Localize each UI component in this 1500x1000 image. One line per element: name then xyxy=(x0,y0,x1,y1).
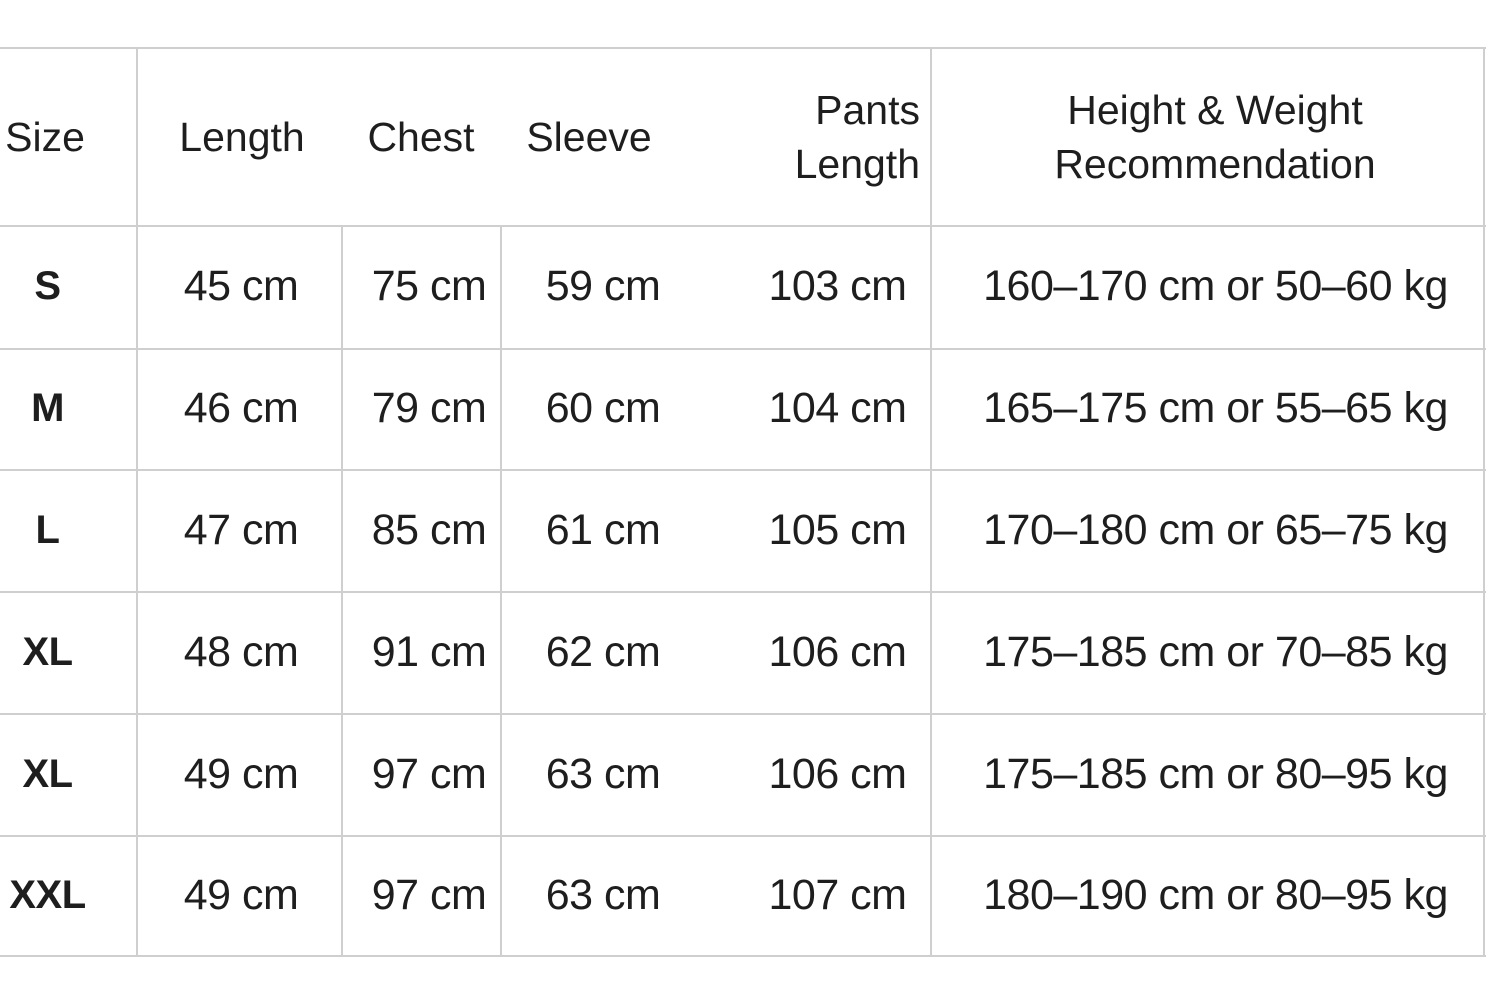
header-size: Size xyxy=(5,113,85,160)
cell-chest: 97 cm xyxy=(371,749,487,798)
cell-chest: 79 cm xyxy=(371,384,487,432)
cell-size: L xyxy=(35,507,60,552)
cell-size: S xyxy=(34,264,61,308)
header-pants-length: Pants Length xyxy=(794,86,920,187)
cell-recommendation: 165–175 cm or 55–65 kg xyxy=(983,384,1448,432)
cell-sleeve: 62 cm xyxy=(545,627,661,676)
cell-recommendation: 180–190 cm or 80–95 kg xyxy=(983,870,1448,919)
table-border-line xyxy=(0,955,1486,957)
column-divider xyxy=(500,225,502,956)
column-divider xyxy=(1483,48,1485,956)
cell-pants-length: 104 cm xyxy=(768,384,907,432)
cell-pants-length: 106 cm xyxy=(768,749,907,798)
cell-pants-length: 105 cm xyxy=(768,505,907,554)
cell-recommendation: 175–185 cm or 80–95 kg xyxy=(983,749,1448,798)
cell-length: 46 cm xyxy=(183,384,299,432)
table-border-line xyxy=(0,225,1486,227)
cell-size: XL xyxy=(22,751,73,796)
column-divider xyxy=(136,48,138,956)
cell-sleeve: 59 cm xyxy=(545,262,661,310)
cell-length: 47 cm xyxy=(183,505,299,554)
cell-size: M xyxy=(31,386,64,430)
cell-sleeve: 60 cm xyxy=(545,384,661,432)
table-border-line xyxy=(0,835,1486,837)
table-border-line xyxy=(0,469,1486,471)
cell-length: 49 cm xyxy=(183,749,299,798)
cell-length: 48 cm xyxy=(183,627,299,676)
cell-sleeve: 63 cm xyxy=(545,870,661,919)
header-length: Length xyxy=(179,113,305,160)
cell-sleeve: 61 cm xyxy=(545,505,661,554)
cell-pants-length: 106 cm xyxy=(768,627,907,676)
column-divider xyxy=(930,48,932,956)
cell-length: 49 cm xyxy=(183,870,299,919)
cell-chest: 97 cm xyxy=(371,870,487,919)
cell-chest: 75 cm xyxy=(371,262,487,310)
header-recommendation: Height & Weight Recommendation xyxy=(1054,86,1376,187)
cell-chest: 85 cm xyxy=(371,505,487,554)
header-chest: Chest xyxy=(367,113,475,160)
table-border-line xyxy=(0,348,1486,350)
cell-size: XL xyxy=(22,629,73,674)
cell-recommendation: 160–170 cm or 50–60 kg xyxy=(983,262,1448,310)
table-border-line xyxy=(0,47,1486,49)
table-border-line xyxy=(0,591,1486,593)
cell-pants-length: 107 cm xyxy=(768,870,907,919)
table-border-line xyxy=(0,713,1486,715)
column-divider xyxy=(341,225,343,956)
cell-sleeve: 63 cm xyxy=(545,749,661,798)
cell-recommendation: 170–180 cm or 65–75 kg xyxy=(983,505,1448,554)
header-sleeve: Sleeve xyxy=(526,113,652,160)
cell-length: 45 cm xyxy=(183,262,299,310)
cell-size: XXL xyxy=(9,872,86,917)
cell-pants-length: 103 cm xyxy=(768,262,907,310)
cell-chest: 91 cm xyxy=(371,627,487,676)
cell-recommendation: 175–185 cm or 70–85 kg xyxy=(983,627,1448,676)
